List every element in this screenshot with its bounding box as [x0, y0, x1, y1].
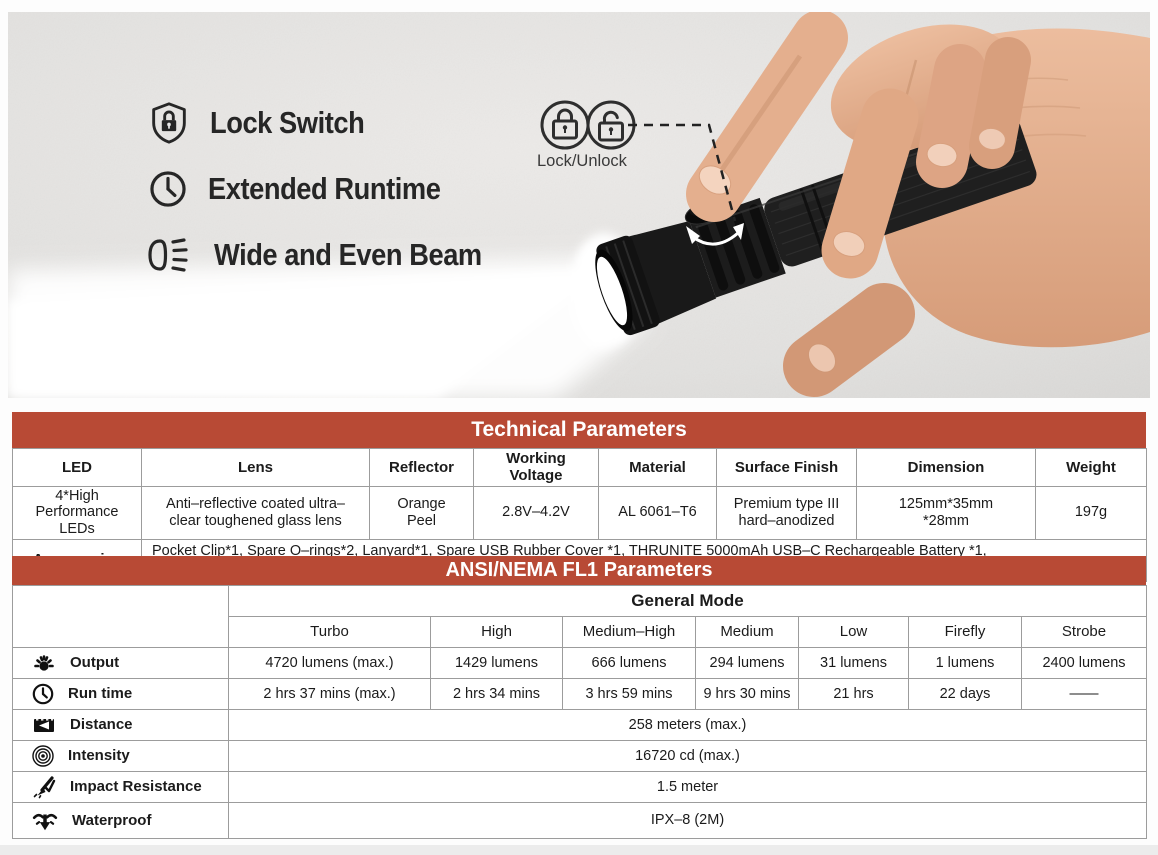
mode-header: Medium–High	[562, 616, 696, 648]
cell: 2400 lumens	[1020, 647, 1148, 679]
column-header: Working Voltage	[473, 448, 599, 487]
row-label-text: Run time	[68, 685, 133, 703]
mode-header: Firefly	[908, 616, 1022, 648]
cell-surface-finish: Premium type III hard–anodized	[716, 485, 857, 540]
column-header: Lens	[141, 448, 370, 487]
cell: 31 lumens	[798, 647, 909, 679]
cell-lens: Anti–reflective coated ultra– clear toug…	[141, 485, 370, 540]
feature-label: Wide and Even Beam	[214, 237, 482, 272]
output-icon	[34, 655, 54, 671]
cell: 22 days	[908, 678, 1022, 710]
row-header-impact: Impact Resistance	[12, 771, 229, 803]
mode-header: High	[430, 616, 563, 648]
column-header: Weight	[1035, 448, 1147, 487]
column-header: Material	[598, 448, 717, 487]
mode-header: Low	[798, 616, 909, 648]
lock-unlock-label: Lock/Unlock	[537, 152, 627, 170]
impact-icon	[33, 776, 56, 799]
cell: 1.5 meter	[227, 771, 1148, 803]
cell: 1 lumens	[908, 647, 1022, 679]
lock-shield-icon	[152, 102, 186, 144]
cell: 258 meters (max.)	[227, 709, 1148, 741]
cell: 4720 lumens (max.)	[228, 647, 431, 679]
cell: 1429 lumens	[430, 647, 563, 679]
cell-working-voltage: 2.8V–4.2V	[473, 485, 599, 540]
wide-beam-icon	[148, 238, 188, 272]
cell: IPX–8 (2M)	[227, 802, 1148, 839]
table-title: Technical Parameters	[12, 412, 1146, 448]
feature-wide-even-beam: Wide and Even Beam	[146, 230, 518, 280]
cell-dimension: 125mm*35mm *28mm	[856, 485, 1036, 540]
mode-header: Strobe	[1020, 616, 1148, 648]
row-header-output: Output	[12, 647, 229, 679]
row-header-distance: Distance	[12, 709, 229, 741]
row-label-text: Intensity	[68, 747, 130, 765]
cell-material: AL 6061–T6	[598, 485, 717, 540]
cell: 16720 cd (max.)	[227, 740, 1148, 772]
cell-weight: 197g	[1035, 485, 1147, 540]
cell: 21 hrs	[798, 678, 909, 710]
intensity-icon	[32, 745, 54, 767]
column-header: Surface Finish	[716, 448, 857, 487]
cell: 2 hrs 34 mins	[430, 678, 563, 710]
fingers-illustration	[686, 12, 1031, 397]
row-label-text: Impact Resistance	[70, 778, 202, 796]
column-header: Reflector	[369, 448, 474, 487]
ansi-fl1-parameters-table: ANSI/NEMA FL1 Parameters General Mode Tu…	[12, 556, 1148, 839]
mode-header: Turbo	[228, 616, 431, 648]
runtime-icon	[32, 683, 54, 705]
flashlight-scene-illustration	[8, 12, 1150, 398]
mode-header: Medium	[695, 616, 799, 648]
cell: 9 hrs 30 mins	[695, 678, 799, 710]
connector-dashed-line	[628, 123, 737, 222]
column-header: Dimension	[856, 448, 1036, 487]
waterproof-icon	[32, 813, 58, 830]
cell-reflector: Orange Peel	[369, 485, 474, 540]
technical-parameters-table: Technical Parameters LED Lens Reflector …	[12, 412, 1147, 582]
distance-icon	[34, 719, 54, 732]
group-header: General Mode	[227, 585, 1148, 617]
row-label-text: Output	[70, 654, 120, 672]
product-photo: Lock Switch Extended Runtime Wide and Ev…	[8, 12, 1150, 398]
column-header: LED	[12, 448, 142, 487]
cell: 294 lumens	[695, 647, 799, 679]
corner-blank-cell	[12, 585, 229, 648]
table-title: ANSI/NEMA FL1 Parameters	[12, 556, 1146, 585]
row-label-text: Waterproof	[72, 811, 152, 829]
clock-icon	[150, 171, 186, 207]
row-header-intensity: Intensity	[12, 740, 229, 772]
row-header-waterproof: Waterproof	[12, 802, 229, 839]
cell-led: 4*High Performance LEDs	[12, 485, 142, 540]
row-label-text: Distance	[70, 716, 133, 734]
feature-extended-runtime: Extended Runtime	[146, 164, 472, 214]
bottom-strip	[0, 845, 1158, 855]
cell: 3 hrs 59 mins	[562, 678, 696, 710]
feature-label: Lock Switch	[210, 105, 365, 140]
rotate-arrow	[686, 223, 744, 246]
cell: 666 lumens	[562, 647, 696, 679]
cell: 2 hrs 37 mins (max.)	[228, 678, 431, 710]
feature-label: Extended Runtime	[208, 171, 441, 206]
row-header-runtime: Run time	[12, 678, 229, 710]
feature-lock-switch: Lock Switch	[146, 98, 385, 148]
cell: ——	[1020, 678, 1148, 710]
